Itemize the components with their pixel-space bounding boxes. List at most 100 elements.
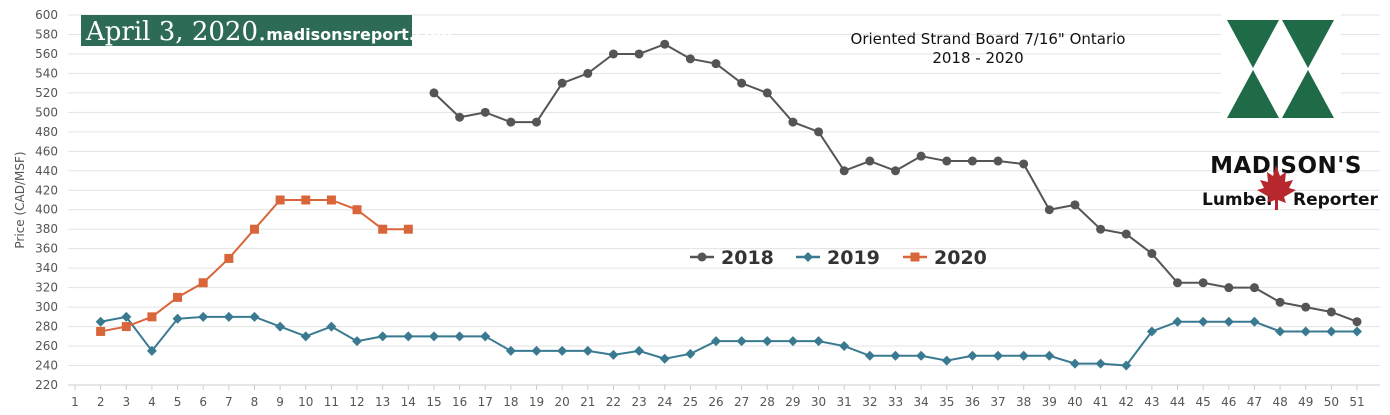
x-tick-label: 35: [939, 395, 954, 409]
logo-triangle: [1282, 70, 1334, 118]
chart-subtitle: 2018 - 2020: [932, 49, 1023, 67]
data-point-2018: [967, 156, 977, 166]
data-point-2019: [223, 311, 234, 322]
y-tick-label: 540: [35, 66, 58, 80]
data-point-2018: [1249, 283, 1259, 293]
data-point-2019: [941, 355, 952, 366]
x-tick-label: 33: [888, 395, 903, 409]
y-tick-label: 380: [35, 222, 58, 236]
series-layer: [95, 39, 1362, 371]
data-point-2018: [1044, 205, 1054, 215]
grid-lines: [68, 14, 1380, 386]
data-point-2018: [762, 88, 772, 98]
series-line-2018: [433, 43, 1358, 323]
data-point-2019: [1095, 358, 1106, 369]
x-tick-label: 46: [1221, 395, 1236, 409]
data-point-2019: [1018, 350, 1029, 361]
x-tick-label: 45: [1196, 395, 1211, 409]
data-point-2020: [249, 224, 259, 234]
x-tick-label: 26: [708, 395, 723, 409]
x-tick-label: 12: [349, 395, 364, 409]
x-tick-label: 40: [1067, 395, 1082, 409]
data-point-2019: [1300, 326, 1311, 337]
chart-title: Oriented Strand Board 7/16" Ontario: [851, 30, 1126, 48]
series-2020: [96, 195, 413, 336]
y-tick-label: 500: [35, 105, 58, 119]
x-tick-label: 23: [631, 395, 646, 409]
data-point-2018: [993, 156, 1003, 166]
data-point-2018: [942, 156, 952, 166]
y-tick-label: 400: [35, 203, 58, 217]
data-point-2020: [403, 224, 413, 234]
x-tick-label: 9: [276, 395, 284, 409]
x-tick-label: 31: [837, 395, 852, 409]
data-point-2018: [608, 49, 618, 59]
data-point-2020: [326, 195, 336, 205]
date-banner-background: [81, 15, 412, 46]
data-point-2020: [224, 253, 234, 263]
logo-triangle: [1227, 70, 1279, 118]
data-point-2018: [711, 59, 721, 69]
x-tick-label: 7: [225, 395, 233, 409]
data-point-2020: [121, 322, 131, 332]
legend: 2018 2019 2020: [690, 247, 987, 269]
data-point-2020: [173, 292, 183, 302]
x-tick-label: 42: [1119, 395, 1134, 409]
data-point-2019: [146, 345, 157, 356]
logo-triangle: [1227, 20, 1279, 68]
x-tick-label: 15: [426, 395, 441, 409]
data-point-2019: [967, 350, 978, 361]
series-2018: [429, 39, 1362, 327]
legend-item-2018: 2018: [690, 247, 774, 269]
data-point-2020: [198, 278, 208, 288]
data-point-2019: [1198, 316, 1209, 327]
data-point-2018: [1147, 249, 1157, 259]
data-point-2018: [660, 39, 670, 49]
data-point-2019: [993, 350, 1004, 361]
y-tick-label: 300: [35, 300, 58, 314]
x-tick-label: 19: [529, 395, 544, 409]
data-point-2019: [916, 350, 927, 361]
series-line-2019: [100, 315, 1357, 367]
x-tick-label: 22: [606, 395, 621, 409]
data-point-2019: [813, 336, 824, 347]
x-tick-label: 39: [1042, 395, 1057, 409]
x-tick-label: 41: [1093, 395, 1108, 409]
date-banner-date: April 3, 2020.: [85, 17, 266, 47]
date-banner: April 3, 2020.madisonsreport.com: [81, 15, 452, 47]
data-point-2019: [557, 345, 568, 356]
legend-item-2019: 2019: [796, 247, 880, 269]
y-tick-label: 240: [35, 359, 58, 373]
y-tick-label: 340: [35, 261, 58, 275]
data-point-2019: [480, 331, 491, 342]
x-tick-label: 48: [1272, 395, 1287, 409]
data-point-2018: [916, 151, 926, 161]
data-point-2018: [865, 156, 875, 166]
x-tick-label: 44: [1170, 395, 1185, 409]
data-point-2019: [839, 341, 850, 352]
data-point-2019: [864, 350, 875, 361]
x-tick-label: 17: [478, 395, 493, 409]
legend-label: 2018: [721, 247, 774, 269]
data-point-2020: [378, 224, 388, 234]
y-axis-title: Price (CAD/MSF): [13, 151, 27, 248]
legend-label: 2020: [934, 247, 987, 269]
y-tick-label: 600: [35, 8, 58, 22]
data-point-2019: [505, 345, 516, 356]
legend-swatch-marker: [803, 252, 813, 262]
data-point-2019: [198, 311, 209, 322]
x-tick-label: 37: [990, 395, 1005, 409]
data-point-2019: [326, 321, 337, 332]
x-tick-label: 49: [1298, 395, 1313, 409]
y-tick-label: 360: [35, 242, 58, 256]
x-tick-label: 14: [401, 395, 416, 409]
logo-right-word: Reporter: [1293, 190, 1379, 210]
maple-leaf-icon: [1257, 165, 1296, 210]
series-2019: [95, 311, 1362, 371]
data-point-2019: [249, 311, 260, 322]
data-point-2019: [582, 345, 593, 356]
y-tick-label: 220: [35, 378, 58, 392]
x-tick-label: 18: [503, 395, 518, 409]
